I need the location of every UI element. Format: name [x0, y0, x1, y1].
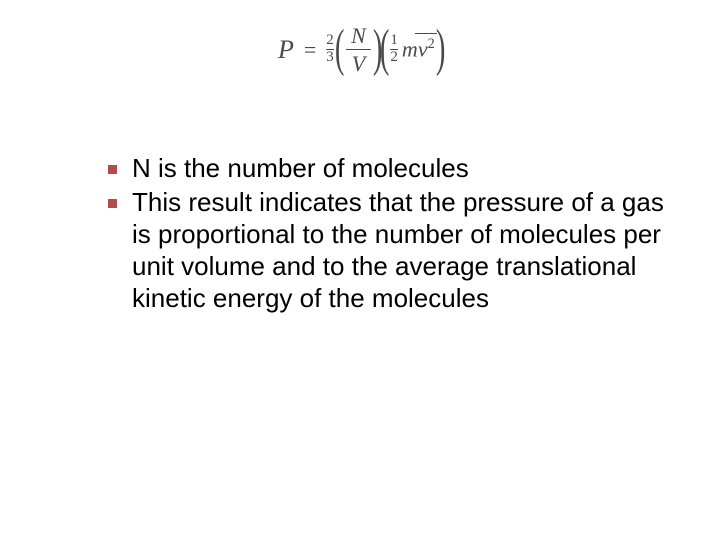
bullet-text: N is the number of molecules — [132, 153, 469, 185]
rparen-2-icon: ) — [436, 26, 446, 73]
pressure-equation: P = 2 3 ( N V ) ( 1 2 mv2 ) — [278, 22, 442, 77]
square-bullet-icon — [108, 199, 117, 208]
eq-lhs: P — [278, 35, 294, 65]
eq-coeff-frac: 2 3 — [326, 33, 334, 66]
eq-half-frac: 1 2 — [390, 33, 398, 66]
list-item: This result indicates that the pressure … — [108, 187, 668, 315]
bullet-text: This result indicates that the pressure … — [132, 187, 668, 315]
lparen-2-icon: ( — [380, 26, 390, 73]
eq-mv2: mv2 — [402, 36, 435, 62]
eq-nv-frac: N V — [345, 22, 372, 77]
lparen-1-icon: ( — [335, 26, 345, 73]
square-bullet-icon — [108, 165, 117, 174]
bullet-list: N is the number of molecules This result… — [108, 153, 668, 317]
equation-container: P = 2 3 ( N V ) ( 1 2 mv2 ) — [0, 22, 720, 77]
overline-icon — [415, 33, 437, 34]
eq-equals: = — [304, 37, 316, 63]
list-item: N is the number of molecules — [108, 153, 668, 185]
